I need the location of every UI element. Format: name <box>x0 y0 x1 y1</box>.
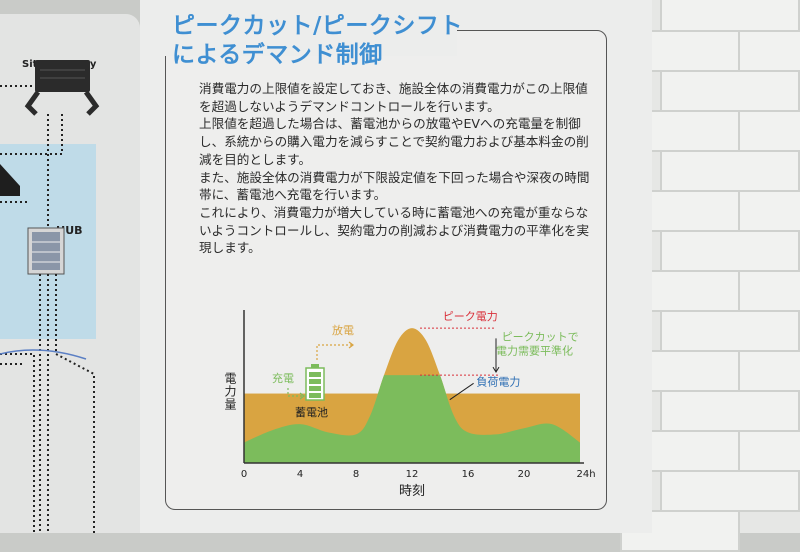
network-lines <box>0 60 100 533</box>
wall-tile <box>660 70 800 112</box>
wall-tile <box>660 470 800 512</box>
x-tick-label: 24h <box>576 469 595 480</box>
peak-cut-label-2: 電力需要平準化 <box>496 343 573 357</box>
poster-title: ピークカット/ピークシフト によるデマンド制御 <box>172 12 463 70</box>
wall-tile <box>738 350 800 392</box>
title-line-1: ピークカット/ピークシフト <box>172 13 463 39</box>
device-icon <box>0 164 20 196</box>
paragraph-3: また、施設全体の消費電力が下限設定値を下回った場合や深夜の時間帯に、蓄電池へ充電… <box>199 169 590 203</box>
x-tick-label: 20 <box>518 469 531 480</box>
x-axis-label: 時刻 <box>399 484 425 499</box>
wall-tile <box>738 430 800 472</box>
battery-cell <box>309 379 321 384</box>
load-power-label: 負荷電力 <box>476 375 520 388</box>
battery-terminal <box>311 364 319 368</box>
battery-cell <box>309 393 321 398</box>
battery-cell <box>309 372 321 377</box>
description-text: 消費電力の上限値を設定しておき、施設全体の消費電力がこの上限値を超過しないようデ… <box>199 80 599 257</box>
y-axis-label: 電力量 <box>223 372 237 411</box>
wall-tile <box>660 390 800 432</box>
peak-cut-arrowhead <box>492 366 500 374</box>
x-tick-label: 16 <box>462 469 475 480</box>
paragraph-1: 消費電力の上限値を設定しておき、施設全体の消費電力がこの上限値を超過しないようデ… <box>199 81 588 114</box>
discharge-arrowhead <box>348 341 354 349</box>
charge-label: 充電 <box>272 371 294 385</box>
x-tick-label: 4 <box>297 469 303 480</box>
x-tick-label: 0 <box>241 469 247 480</box>
wall-tile <box>660 150 800 192</box>
wall-tile <box>738 270 800 312</box>
wall-tile <box>738 30 800 72</box>
load-power-pointer <box>449 382 474 401</box>
gateway-device-icon <box>24 60 100 116</box>
charge-arrowhead <box>299 392 305 400</box>
network-diagram-panel: Site Gateway HUB <box>0 14 140 533</box>
wall-tile <box>660 0 800 32</box>
title-line-2: によるデマンド制御 <box>172 42 383 68</box>
demand-chart: 0 4 8 12 16 20 24h 時刻 電力量 蓄電池 充電 放電 ピーク電力ピークカットで電力需… <box>223 310 596 499</box>
wall-tile <box>738 110 800 152</box>
tiled-wall <box>620 0 800 552</box>
charge-arrow <box>287 388 302 397</box>
battery-label: 蓄電池 <box>295 406 328 419</box>
peak-cut-label-1: ピークカットで <box>502 330 579 343</box>
paragraph-4: これにより、消費電力が増大している時に蓄電池への充電が重ならないようコントロール… <box>199 204 590 256</box>
peak-power-label: ピーク電力 <box>443 310 498 323</box>
x-tick-label: 8 <box>353 469 359 480</box>
discharge-label: 放電 <box>332 323 354 337</box>
hub-device-icon <box>27 227 65 275</box>
discharge-arrow <box>316 344 352 360</box>
wall-tile <box>660 310 800 352</box>
wall-tile <box>738 190 800 232</box>
paragraph-2: 上限値を超過した場合は、蓄電池からの放電やEVへの充電量を制御し、系統からの購入… <box>199 116 589 167</box>
frame-title-gap <box>165 20 457 56</box>
battery-cell <box>309 386 321 391</box>
wall-tile <box>660 230 800 272</box>
x-tick-label: 12 <box>406 469 419 480</box>
